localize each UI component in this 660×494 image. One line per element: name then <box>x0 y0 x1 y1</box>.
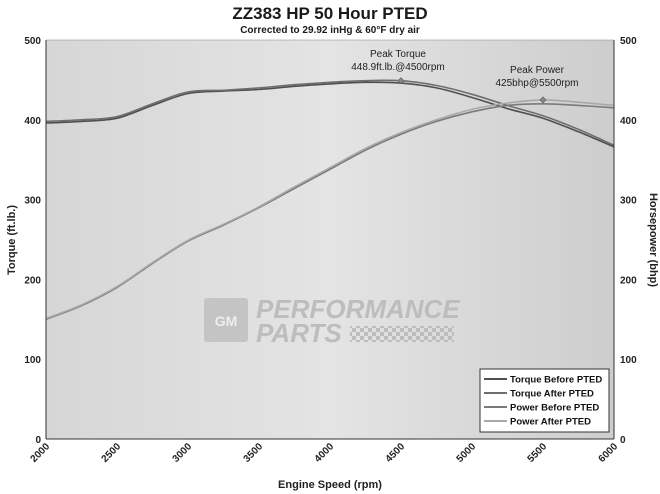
y-right-tick-label: 400 <box>620 116 637 127</box>
y-right-tick-label: 200 <box>620 275 637 286</box>
checker-flag <box>350 326 454 342</box>
y-right-tick-label: 500 <box>620 36 637 47</box>
series-line-torque-after-pted <box>45 79 615 147</box>
y-left-tick-label: 400 <box>24 116 41 127</box>
peak-marker-power <box>539 96 547 104</box>
x-tick-label: 4500 <box>384 441 408 465</box>
x-axis-label: Engine Speed (rpm) <box>278 479 382 491</box>
legend-label: Torque Before PTED <box>510 375 602 386</box>
gm-logo-badge <box>204 298 248 342</box>
series-lines <box>45 79 615 321</box>
watermark: GM PERFORMANCE PARTS <box>204 294 460 348</box>
y-left-tick-label: 0 <box>35 435 41 446</box>
peak-marker-torque <box>397 77 405 85</box>
y-right-tick-label: 300 <box>620 196 637 207</box>
y-right-tick-label: 0 <box>620 435 626 446</box>
y-axis-right-label: Horsepower (bhp) <box>647 193 659 287</box>
x-tick-label: 5500 <box>526 441 550 465</box>
series-line-power-after-pted <box>45 99 615 320</box>
x-tick-label: 6000 <box>597 441 621 465</box>
x-tick-label: 3500 <box>242 441 266 465</box>
peak-torque-value: 448.9ft.lb.@4500rpm <box>351 62 445 73</box>
x-tick-label: 4000 <box>313 441 337 465</box>
y-left-tick-label: 300 <box>24 196 41 207</box>
right-tick-labels: 0 100 200 300 400 500 <box>620 36 637 446</box>
peak-torque-label: Peak Torque <box>370 49 426 60</box>
peak-power-value: 425bhp@5500rpm <box>496 78 579 89</box>
watermark-line2: PARTS <box>256 318 342 348</box>
x-tick-label: 3000 <box>171 441 195 465</box>
y-left-tick-label: 200 <box>24 275 41 286</box>
legend-label: Power After PTED <box>510 417 591 428</box>
watermark-line1: PERFORMANCE <box>256 294 460 324</box>
left-tick-labels: 0 100 200 300 400 500 <box>24 36 41 446</box>
y-left-tick-label: 500 <box>24 36 41 47</box>
legend: Torque Before PTED Torque After PTED Power… <box>479 368 610 433</box>
chart-title: ZZ383 HP 50 Hour PTED <box>232 4 427 23</box>
y-axis-left-label: Torque (ft.lb.) <box>6 205 18 275</box>
legend-label: Torque After PTED <box>510 389 594 400</box>
peak-markers <box>397 77 547 104</box>
x-tick-label: 2000 <box>29 441 53 465</box>
peak-power-label: Peak Power <box>510 65 565 76</box>
y-right-tick-label: 100 <box>620 355 637 366</box>
x-tick-labels: 2000 2500 3000 3500 4000 4500 5000 5500 6000 <box>29 441 621 465</box>
series-line-torque-before-pted <box>45 81 615 148</box>
x-tick-label: 5000 <box>455 441 479 465</box>
x-tick-label: 2500 <box>100 441 124 465</box>
y-left-tick-label: 100 <box>24 355 41 366</box>
legend-label: Power Before PTED <box>510 403 599 414</box>
gm-logo-text: GM <box>215 313 238 329</box>
chart-subtitle: Corrected to 29.92 inHg & 60°F dry air <box>240 25 420 36</box>
